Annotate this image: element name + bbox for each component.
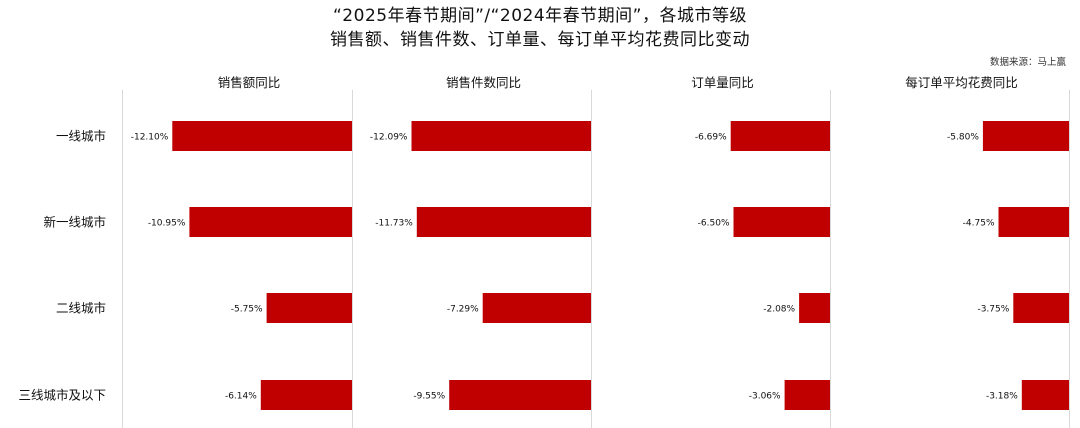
data-label: -11.73% bbox=[375, 219, 413, 229]
bar bbox=[799, 293, 830, 323]
data-label: -6.69% bbox=[695, 133, 727, 143]
category-label: 二线城市 bbox=[56, 301, 106, 316]
bar bbox=[482, 293, 591, 323]
bar bbox=[260, 380, 352, 410]
data-label: -3.06% bbox=[749, 392, 781, 402]
bar bbox=[411, 121, 591, 151]
data-label: -7.29% bbox=[447, 305, 479, 315]
bar bbox=[1013, 293, 1069, 323]
panel-header: 销售额同比 bbox=[218, 75, 281, 90]
bar bbox=[982, 121, 1069, 151]
bar bbox=[784, 380, 830, 410]
data-label: -6.14% bbox=[225, 392, 257, 402]
bar bbox=[416, 207, 591, 237]
chart-title-line-2: 销售额、销售件数、订单量、每订单平均花费同比变动 bbox=[330, 30, 750, 50]
chart-title-line-1: “2025年春节期间”/“2024年春节期间”，各城市等级 bbox=[333, 6, 747, 26]
data-source-note: 数据来源：马上赢 bbox=[989, 57, 1066, 68]
data-label: -9.55% bbox=[413, 392, 445, 402]
chart-title: “2025年春节期间”/“2024年春节期间”，各城市等级 销售额、销售件数、订… bbox=[0, 4, 1080, 52]
data-label: -6.50% bbox=[698, 219, 730, 229]
data-label: -5.80% bbox=[947, 133, 979, 143]
bar bbox=[1021, 380, 1069, 410]
bar bbox=[172, 121, 352, 151]
bar bbox=[998, 207, 1069, 237]
bar bbox=[733, 207, 830, 237]
bar bbox=[449, 380, 591, 410]
data-label: -3.18% bbox=[986, 392, 1018, 402]
category-label: 新一线城市 bbox=[43, 215, 106, 230]
panel-header: 订单量同比 bbox=[691, 75, 754, 90]
bar bbox=[266, 293, 352, 323]
data-label: -5.75% bbox=[231, 305, 263, 315]
data-label: -10.95% bbox=[148, 219, 186, 229]
data-label: -3.75% bbox=[977, 305, 1009, 315]
bar bbox=[730, 121, 830, 151]
panel-header: 每订单平均花费同比 bbox=[905, 75, 1018, 90]
data-label: -2.08% bbox=[763, 305, 795, 315]
panel-header: 销售件数同比 bbox=[446, 75, 521, 90]
data-label: -12.10% bbox=[131, 133, 169, 143]
category-label: 一线城市 bbox=[56, 129, 106, 144]
data-label: -4.75% bbox=[963, 219, 995, 229]
bar bbox=[189, 207, 352, 237]
data-label: -12.09% bbox=[370, 133, 408, 143]
category-label: 三线城市及以下 bbox=[18, 388, 106, 403]
